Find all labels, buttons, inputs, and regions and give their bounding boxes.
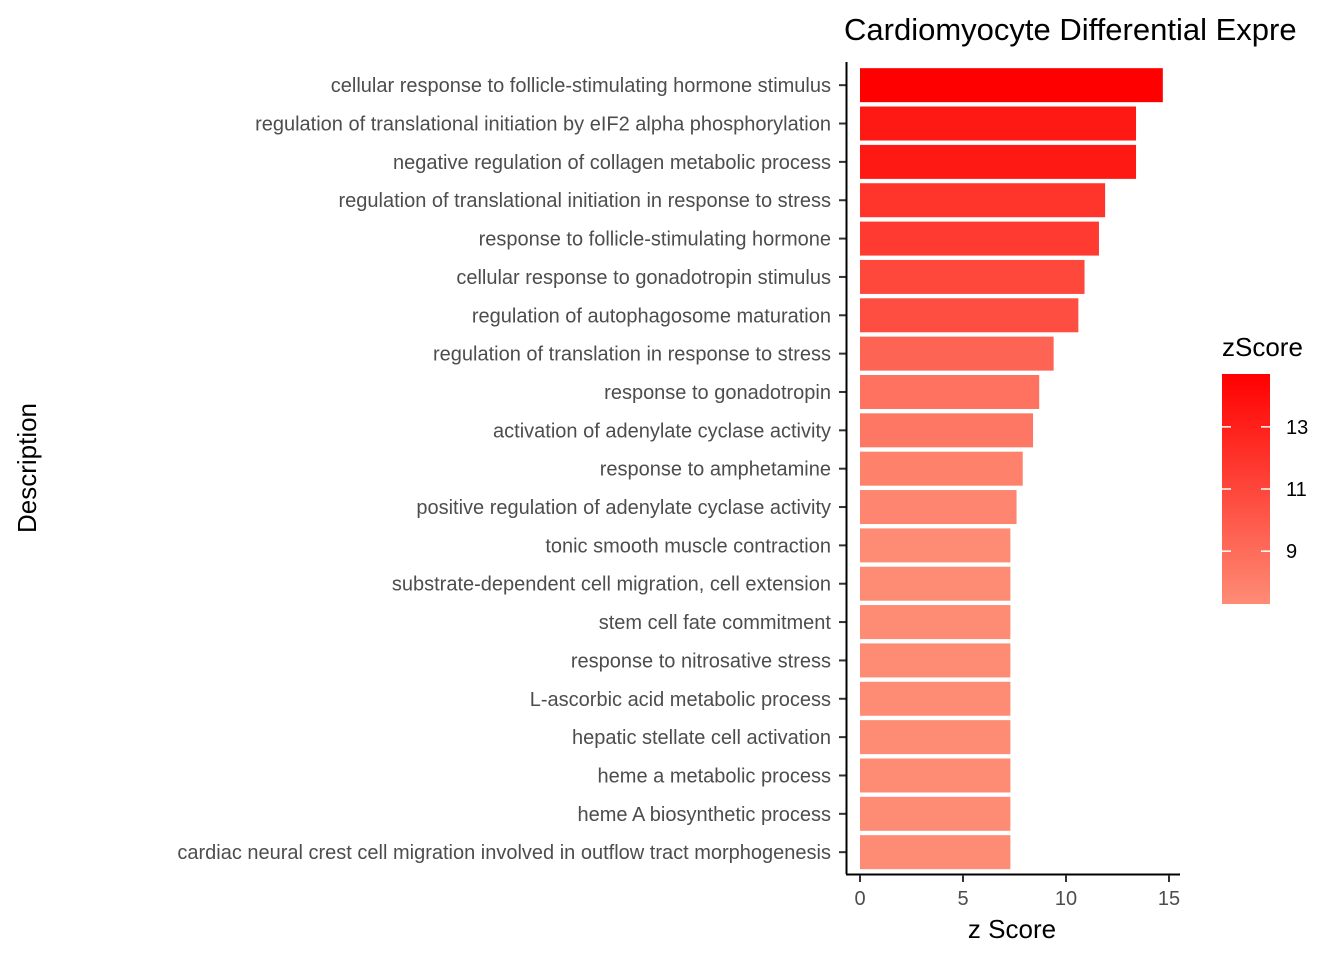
bar: [860, 298, 1079, 333]
bar: [860, 681, 1011, 716]
x-tick-label: 0: [854, 888, 865, 910]
bar: [860, 413, 1034, 448]
y-axis-title: Description: [12, 403, 42, 533]
bar: [860, 490, 1017, 525]
category-label: cellular response to follicle-stimulatin…: [331, 75, 831, 97]
category-label: response to nitrosative stress: [571, 650, 831, 672]
x-tick-label: 15: [1158, 888, 1180, 910]
bar: [860, 528, 1011, 563]
bar: [860, 720, 1011, 755]
bar: [860, 183, 1106, 218]
chart-title: Cardiomyocyte Differential Expre: [844, 12, 1297, 47]
bar: [860, 336, 1054, 371]
legend-title: zScore: [1222, 332, 1303, 362]
x-axis-title: z Score: [968, 914, 1056, 944]
legend: zScore 13 11 9: [1222, 332, 1308, 604]
x-tick-label: 10: [1055, 888, 1077, 910]
x-axis-ticks: 0 5 10 15: [854, 875, 1180, 910]
x-tick-label: 5: [957, 888, 968, 910]
category-label: regulation of translational initiation i…: [339, 190, 832, 212]
bar: [860, 605, 1011, 640]
bar: [860, 566, 1011, 601]
category-label: regulation of translation in response to…: [433, 344, 831, 366]
category-label: regulation of autophagosome maturation: [472, 305, 831, 327]
bar: [860, 643, 1011, 678]
category-label: response to amphetamine: [600, 459, 831, 481]
category-label: heme A biosynthetic process: [578, 804, 831, 826]
bar: [860, 451, 1023, 486]
bar: [860, 106, 1137, 141]
bar: [860, 68, 1163, 103]
category-label: substrate-dependent cell migration, cell…: [392, 574, 831, 596]
bars-layer: [860, 68, 1163, 870]
category-label: stem cell fate commitment: [599, 612, 832, 634]
category-label: heme a metabolic process: [598, 765, 831, 787]
category-label: cellular response to gonadotropin stimul…: [456, 267, 831, 289]
legend-ticks: 13 11 9: [1222, 417, 1308, 563]
category-label: tonic smooth muscle contraction: [545, 535, 831, 557]
category-labels: cellular response to follicle-stimulatin…: [177, 75, 831, 864]
bar: [860, 144, 1137, 179]
legend-tick-label: 9: [1286, 541, 1297, 563]
category-label: response to follicle-stimulating hormone: [479, 229, 831, 251]
category-label: hepatic stellate cell activation: [572, 727, 831, 749]
category-label: negative regulation of collagen metaboli…: [393, 152, 831, 174]
category-label: L-ascorbic acid metabolic process: [530, 689, 831, 711]
bar: [860, 835, 1011, 870]
bar: [860, 796, 1011, 831]
y-axis-ticks: [839, 84, 846, 854]
legend-tick-label: 13: [1286, 417, 1308, 439]
bar: [860, 374, 1040, 409]
category-label: cardiac neural crest cell migration invo…: [177, 842, 831, 864]
legend-tick-label: 11: [1286, 479, 1307, 501]
bar: [860, 758, 1011, 793]
category-label: activation of adenylate cyclase activity: [493, 420, 831, 442]
category-label: response to gonadotropin: [604, 382, 831, 404]
bar: [860, 259, 1085, 294]
category-label: positive regulation of adenylate cyclase…: [416, 497, 831, 519]
category-label: regulation of translational initiation b…: [255, 114, 831, 136]
bar: [860, 221, 1099, 256]
